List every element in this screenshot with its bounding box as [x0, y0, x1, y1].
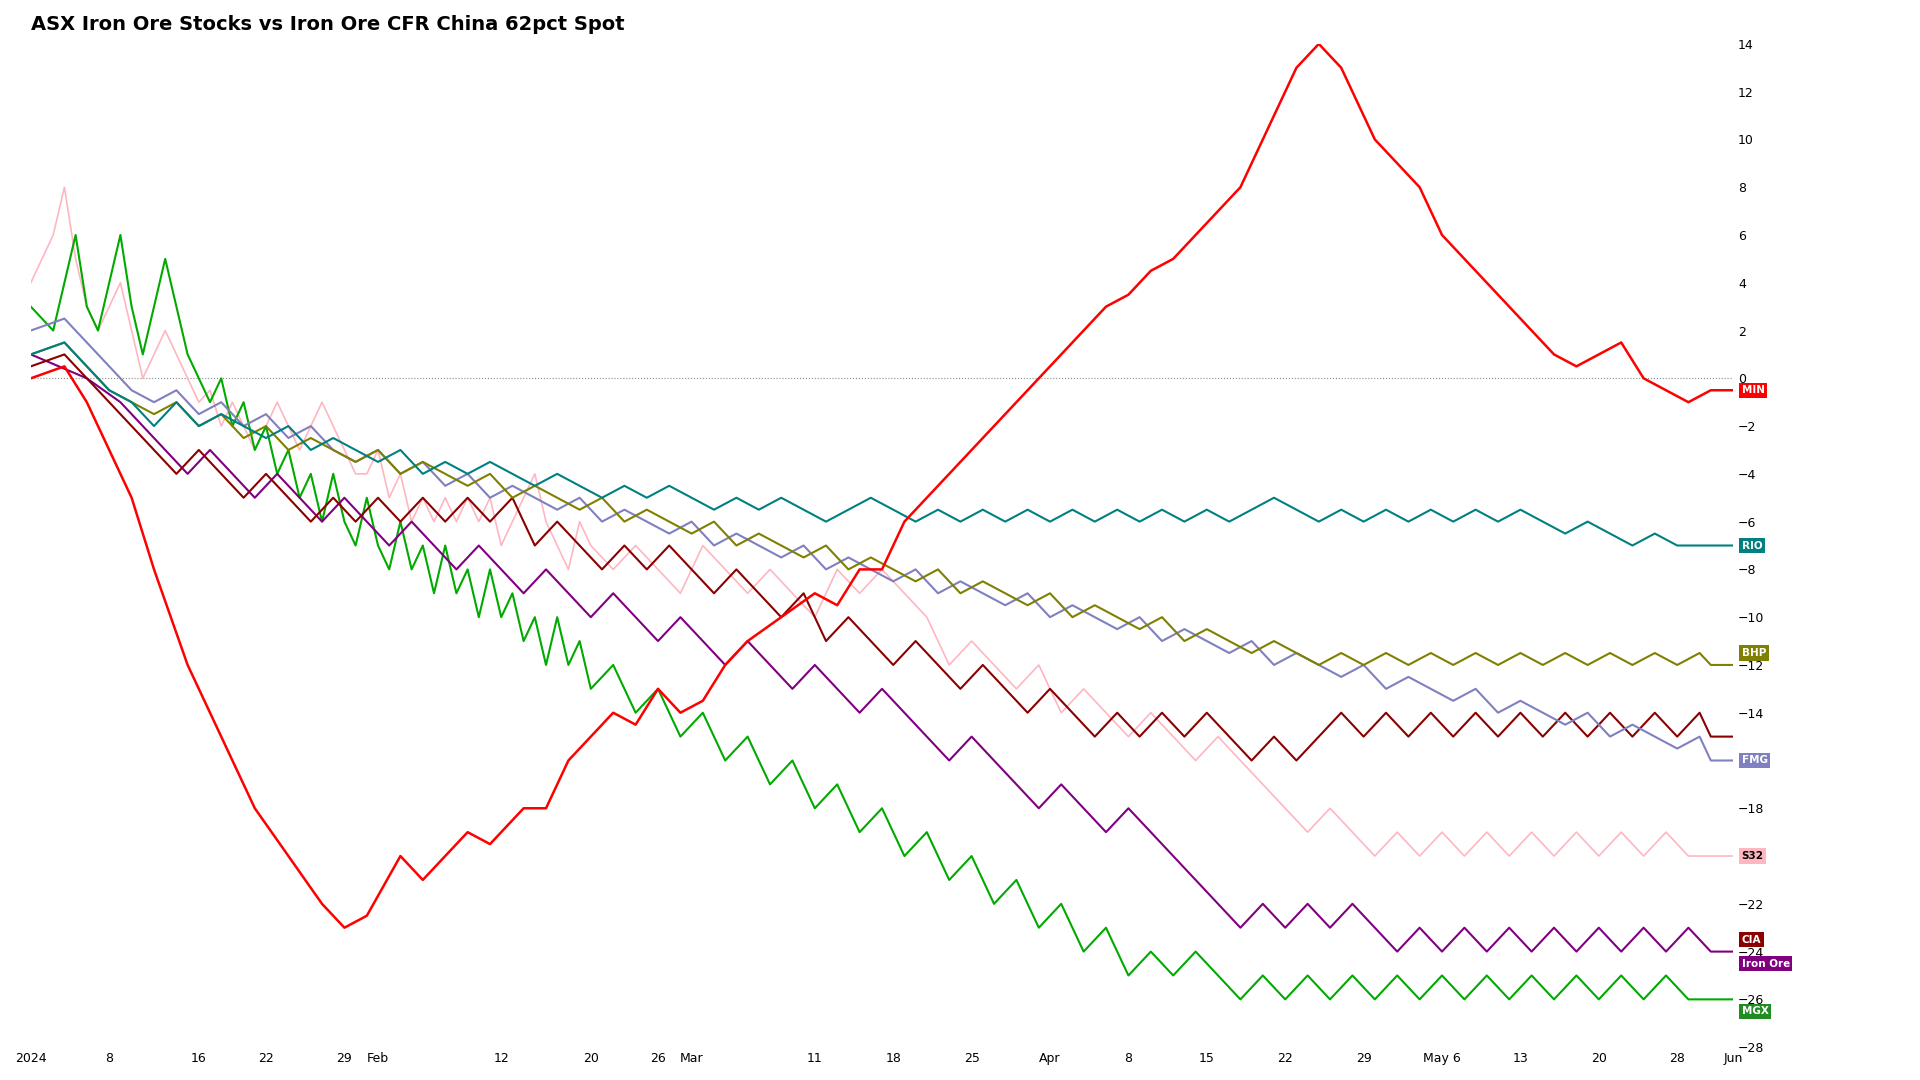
Text: S32: S32 — [1741, 851, 1764, 861]
Text: Iron Ore: Iron Ore — [1741, 959, 1789, 969]
Text: MGX: MGX — [1741, 1007, 1768, 1016]
Text: MIN: MIN — [1741, 386, 1764, 395]
Text: ASX Iron Ore Stocks vs Iron Ore CFR China 62pct Spot: ASX Iron Ore Stocks vs Iron Ore CFR Chin… — [31, 15, 624, 33]
Text: CIA: CIA — [1741, 934, 1761, 945]
Text: RIO: RIO — [1741, 540, 1763, 551]
Text: FMG: FMG — [1741, 756, 1768, 766]
Text: BHP: BHP — [1741, 648, 1766, 658]
